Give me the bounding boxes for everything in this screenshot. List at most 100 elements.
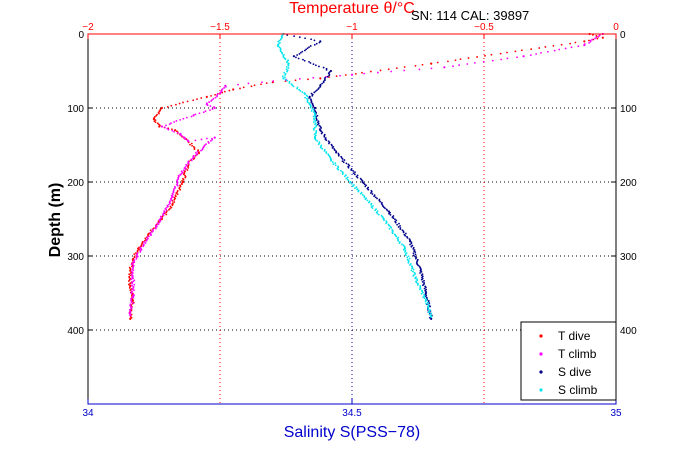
data-point bbox=[352, 172, 355, 175]
data-point bbox=[210, 94, 212, 97]
data-point bbox=[397, 240, 399, 242]
data-point bbox=[577, 45, 580, 48]
data-point bbox=[339, 169, 342, 172]
data-point bbox=[130, 292, 133, 295]
data-point bbox=[341, 160, 344, 163]
data-point bbox=[328, 142, 330, 145]
data-point bbox=[128, 273, 131, 276]
data-point bbox=[588, 39, 590, 42]
data-point bbox=[205, 95, 208, 98]
data-point bbox=[347, 166, 350, 169]
data-point bbox=[386, 209, 389, 212]
data-point bbox=[182, 136, 185, 138]
data-point bbox=[328, 76, 330, 79]
data-point bbox=[356, 188, 359, 191]
data-point bbox=[153, 120, 156, 123]
data-point bbox=[242, 86, 245, 89]
data-point bbox=[312, 108, 315, 111]
data-point bbox=[180, 135, 183, 137]
data-point bbox=[175, 130, 178, 133]
top-tick-label: −1.5 bbox=[210, 22, 230, 33]
data-point bbox=[152, 227, 155, 230]
data-point bbox=[316, 114, 319, 117]
data-point bbox=[424, 300, 427, 303]
data-point bbox=[371, 193, 374, 195]
data-point bbox=[173, 201, 176, 203]
legend-label: S dive bbox=[558, 365, 592, 379]
data-point bbox=[265, 82, 268, 85]
data-point bbox=[429, 305, 431, 308]
data-point bbox=[363, 183, 366, 186]
data-point bbox=[285, 66, 288, 68]
data-point bbox=[158, 221, 161, 223]
data-point bbox=[138, 248, 141, 251]
data-point bbox=[186, 164, 188, 167]
data-point bbox=[180, 172, 183, 175]
data-point bbox=[359, 192, 362, 195]
data-point bbox=[516, 56, 518, 59]
y-tick-label-right: 300 bbox=[620, 252, 637, 263]
data-point bbox=[408, 257, 411, 260]
data-point bbox=[535, 53, 538, 55]
data-point bbox=[187, 140, 190, 143]
data-point bbox=[367, 188, 370, 191]
data-point bbox=[369, 192, 372, 194]
data-point bbox=[213, 106, 216, 110]
legend-label: T climb bbox=[558, 347, 597, 361]
data-point bbox=[414, 253, 417, 256]
data-point bbox=[179, 118, 182, 121]
data-point bbox=[129, 317, 132, 320]
data-point bbox=[369, 70, 372, 73]
data-point bbox=[298, 36, 301, 39]
data-point bbox=[408, 240, 412, 243]
data-point bbox=[583, 40, 586, 43]
data-point bbox=[447, 60, 449, 63]
data-point bbox=[454, 59, 457, 62]
data-point bbox=[182, 117, 185, 120]
data-point bbox=[372, 204, 374, 207]
data-point bbox=[349, 181, 351, 184]
y-tick-label-right: 0 bbox=[620, 30, 626, 41]
data-point bbox=[406, 237, 409, 239]
data-point bbox=[583, 44, 586, 47]
data-point bbox=[209, 105, 212, 108]
series-s-climb bbox=[276, 32, 433, 318]
y-tick-label-left: 400 bbox=[67, 326, 84, 337]
data-point bbox=[310, 110, 313, 112]
data-point bbox=[171, 193, 174, 196]
data-point bbox=[176, 131, 179, 134]
data-point bbox=[129, 272, 132, 274]
data-point bbox=[129, 282, 132, 285]
data-point bbox=[307, 78, 309, 81]
data-point bbox=[127, 280, 130, 282]
data-point bbox=[321, 82, 324, 85]
data-point bbox=[322, 81, 325, 84]
data-point bbox=[213, 136, 216, 139]
data-point bbox=[198, 112, 201, 115]
data-point bbox=[194, 139, 197, 142]
data-point bbox=[466, 63, 469, 65]
data-point bbox=[352, 185, 354, 188]
data-point bbox=[318, 41, 321, 44]
data-point bbox=[313, 43, 316, 46]
data-point bbox=[170, 206, 173, 209]
data-point bbox=[166, 105, 169, 108]
data-point bbox=[145, 239, 148, 242]
data-point bbox=[166, 127, 169, 130]
data-point bbox=[436, 61, 439, 64]
data-point bbox=[388, 224, 390, 227]
y-tick-label-left: 100 bbox=[67, 104, 84, 115]
data-point bbox=[304, 93, 306, 96]
data-point bbox=[202, 111, 205, 114]
data-point bbox=[284, 78, 287, 81]
data-point bbox=[281, 75, 284, 78]
legend: T dive T climb S dive S climb bbox=[520, 321, 617, 401]
data-point bbox=[186, 100, 189, 103]
data-point bbox=[333, 149, 336, 152]
data-point bbox=[198, 152, 200, 155]
data-point bbox=[186, 169, 189, 171]
data-point bbox=[414, 64, 417, 67]
data-point bbox=[286, 70, 288, 73]
data-point bbox=[129, 289, 132, 292]
